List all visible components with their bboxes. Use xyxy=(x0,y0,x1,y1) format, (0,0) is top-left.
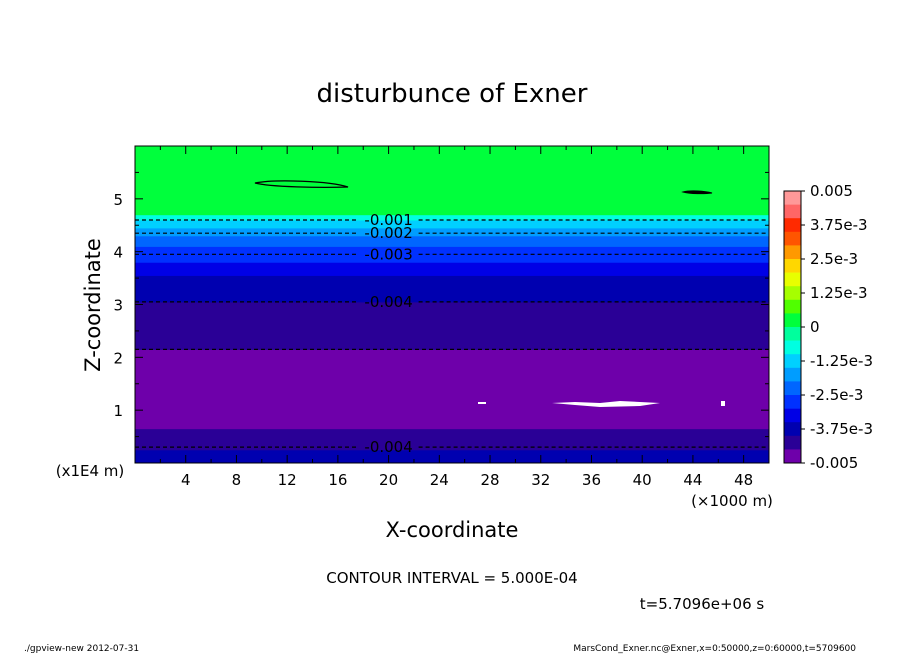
colorbar-label-6: -2.5e-3 xyxy=(810,386,863,404)
heatmap-band-8 xyxy=(135,275,769,303)
time-text: t=5.7096e+06 s xyxy=(640,595,765,613)
colorbar-swatch-6 xyxy=(784,272,801,287)
y-tick-label-0: 1 xyxy=(113,402,123,420)
x-tick-label-6: 28 xyxy=(480,471,499,489)
contour-label-2: -0.003 xyxy=(364,245,412,263)
colorbar-label-3: 1.25e-3 xyxy=(810,284,868,302)
footer-right: MarsCond_Exner.nc@Exner,x=0:50000,z=0:60… xyxy=(573,644,856,654)
heatmap-band-10 xyxy=(135,254,769,263)
colorbar-label-2: 2.5e-3 xyxy=(810,250,858,268)
heatmap-band-12 xyxy=(135,235,769,247)
contour-lines: -0.001-0.002 -0.003 -0.004 -0.004 xyxy=(135,211,769,456)
colorbar-labels: 0.005 3.75e-3 2.5e-3 1.25e-3 0 -1.25e-3 -2.5e-… xyxy=(801,182,873,472)
heatmap-band-7 xyxy=(135,301,769,327)
x-tick-label-0: 4 xyxy=(181,471,191,489)
y-unit-label: (x1E4 m) xyxy=(56,462,125,480)
colorbar-label-8: -0.005 xyxy=(810,454,858,472)
x-tick-label-10: 44 xyxy=(683,471,702,489)
heatmap-band-13 xyxy=(135,227,769,237)
closed-contour-right xyxy=(681,190,713,195)
colorbar-swatch-4 xyxy=(784,245,801,260)
white-patch xyxy=(552,401,660,407)
colorbar-swatch-12 xyxy=(784,354,801,369)
x-unit-label: (×1000 m) xyxy=(691,492,773,510)
heatmap-band-14 xyxy=(135,219,769,229)
heatmap-band-6 xyxy=(135,325,769,350)
colorbar-swatch-19 xyxy=(784,449,801,464)
x-axis-label: X-coordinate xyxy=(386,518,519,542)
x-tick-label-9: 40 xyxy=(633,471,652,489)
x-tick-label-2: 12 xyxy=(278,471,297,489)
heatmap-band-9 xyxy=(135,262,769,276)
contour-label-0: -0.001 xyxy=(364,211,412,229)
colorbar-swatch-7 xyxy=(784,286,801,301)
colorbar-swatch-11 xyxy=(784,340,801,355)
colorbar-swatch-0 xyxy=(784,191,801,205)
colorbar-swatch-17 xyxy=(784,422,801,437)
chart-title: disturbunce of Exner xyxy=(317,79,588,109)
x-tick-label-4: 20 xyxy=(379,471,398,489)
x-tick-label-5: 24 xyxy=(430,471,449,489)
footer-left: ./gpview-new 2012-07-31 xyxy=(24,644,139,654)
y-axis-label: Z-coordinate xyxy=(81,238,105,372)
colorbar-swatch-10 xyxy=(784,327,801,341)
y-tick-label-2: 3 xyxy=(113,297,123,315)
y-tick-label-1: 2 xyxy=(113,349,123,367)
colorbar-swatch-2 xyxy=(784,218,801,233)
heatmap-band-0 xyxy=(135,449,769,464)
colorbar-swatch-3 xyxy=(784,231,801,246)
white-patch-small-1 xyxy=(478,402,486,404)
heatmap-band-1 xyxy=(135,436,769,451)
colorbar-swatch-14 xyxy=(784,381,801,396)
y-tick-label-4: 5 xyxy=(113,191,123,209)
contour-features xyxy=(254,180,725,407)
colorbar-label-4: 0 xyxy=(810,318,820,336)
contour-interval-text: CONTOUR INTERVAL = 5.000E-04 xyxy=(326,569,577,587)
white-patch-small-2 xyxy=(721,401,725,406)
y-axis-ticks: 1 2 3 4 5 xyxy=(113,171,769,438)
contour-label-1: -0.002 xyxy=(364,224,412,242)
colorbar-label-5: -1.25e-3 xyxy=(810,352,873,370)
heatmap-band-4 xyxy=(135,375,769,416)
heatmap-band-11 xyxy=(135,246,769,255)
heatmap-band-3 xyxy=(135,415,769,430)
heatmap-band-2 xyxy=(135,428,769,438)
x-tick-label-11: 48 xyxy=(734,471,753,489)
heatmap-band-5 xyxy=(135,349,769,377)
contour-label-5: -0.004 xyxy=(364,438,412,456)
colorbar-swatch-1 xyxy=(784,204,801,219)
closed-contour-left xyxy=(254,180,349,189)
colorbar-label-1: 3.75e-3 xyxy=(810,216,868,234)
x-tick-label-8: 36 xyxy=(582,471,601,489)
colorbar-label-0: 0.005 xyxy=(810,182,853,200)
colorbar-swatch-15 xyxy=(784,395,801,409)
y-tick-label-3: 4 xyxy=(113,244,123,262)
x-tick-label-3: 16 xyxy=(328,471,347,489)
colorbar-swatch-8 xyxy=(784,299,801,314)
colorbar-swatch-9 xyxy=(784,313,801,328)
x-tick-label-7: 32 xyxy=(531,471,550,489)
x-axis-ticks: 4 8 12 16 20 24 28 32 36 40 44 48 xyxy=(159,146,753,489)
colorbar-label-7: -3.75e-3 xyxy=(810,420,873,438)
colorbar-swatch-18 xyxy=(784,435,801,450)
colorbar-swatch-5 xyxy=(784,259,801,273)
heatmap-band-16 xyxy=(135,146,769,216)
heatmap-bands xyxy=(135,146,769,464)
heatmap-band-15 xyxy=(135,214,769,221)
colorbar-swatch-16 xyxy=(784,408,801,423)
colorbar xyxy=(783,190,802,464)
contour-label-3: -0.004 xyxy=(364,293,412,311)
colorbar-swatch-13 xyxy=(784,367,801,382)
x-tick-label-1: 8 xyxy=(232,471,242,489)
